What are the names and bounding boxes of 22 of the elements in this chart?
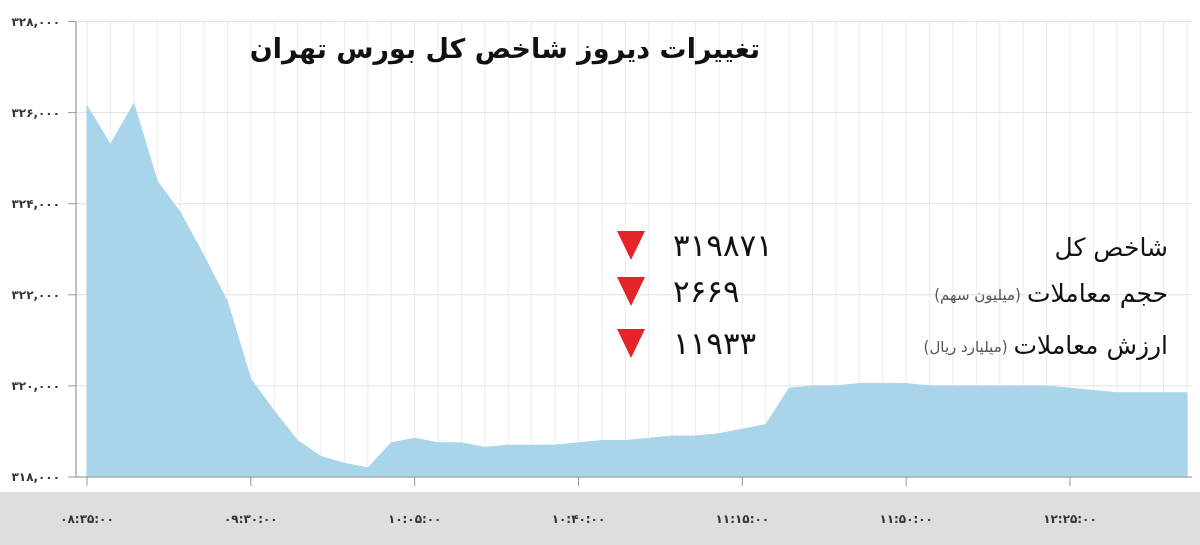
- y-tick-label: ۳۲۸,۰۰۰: [11, 14, 60, 29]
- annotation: ۳۱۹۸۷۱: [673, 227, 773, 263]
- annotation: (میلیارد ریال): [923, 338, 1008, 356]
- annotation: (میلیون سهم): [934, 286, 1021, 304]
- y-tick-label: ۳۲۲,۰۰۰: [11, 287, 60, 302]
- x-tick-label: ۱۰:۴۰:۰۰: [551, 512, 606, 526]
- annotation: حجم معاملات: [1026, 279, 1168, 309]
- y-tick-label: ۳۲۰,۰۰۰: [11, 378, 60, 393]
- annotation: ۱۱۹۳۳: [673, 325, 757, 361]
- y-tick-label: ۳۲۴,۰۰۰: [11, 196, 60, 211]
- x-tick-label: ۱۰:۰۵:۰۰: [387, 512, 442, 526]
- x-tick-label: ۱۱:۱۵:۰۰: [715, 512, 770, 526]
- x-tick-label: ۰۸:۳۵:۰۰: [60, 512, 114, 526]
- y-tick-label: ۳۲۶,۰۰۰: [11, 105, 60, 120]
- x-tick-label: ۱۱:۵۰:۰۰: [879, 512, 933, 526]
- y-tick-label: ۳۱۸,۰۰۰: [11, 470, 60, 484]
- annotation: ۲۶۶۹: [673, 273, 740, 309]
- annotation: شاخص کل: [1054, 233, 1168, 262]
- x-tick-label: ۱۲:۲۵:۰۰: [1043, 512, 1097, 526]
- annotation: ارزش معاملات: [1013, 331, 1168, 360]
- chart-title: تغییرات دیروز شاخص کل بورس تهران: [249, 33, 761, 65]
- x-tick-label: ۰۹:۳۰:۰۰: [224, 512, 278, 526]
